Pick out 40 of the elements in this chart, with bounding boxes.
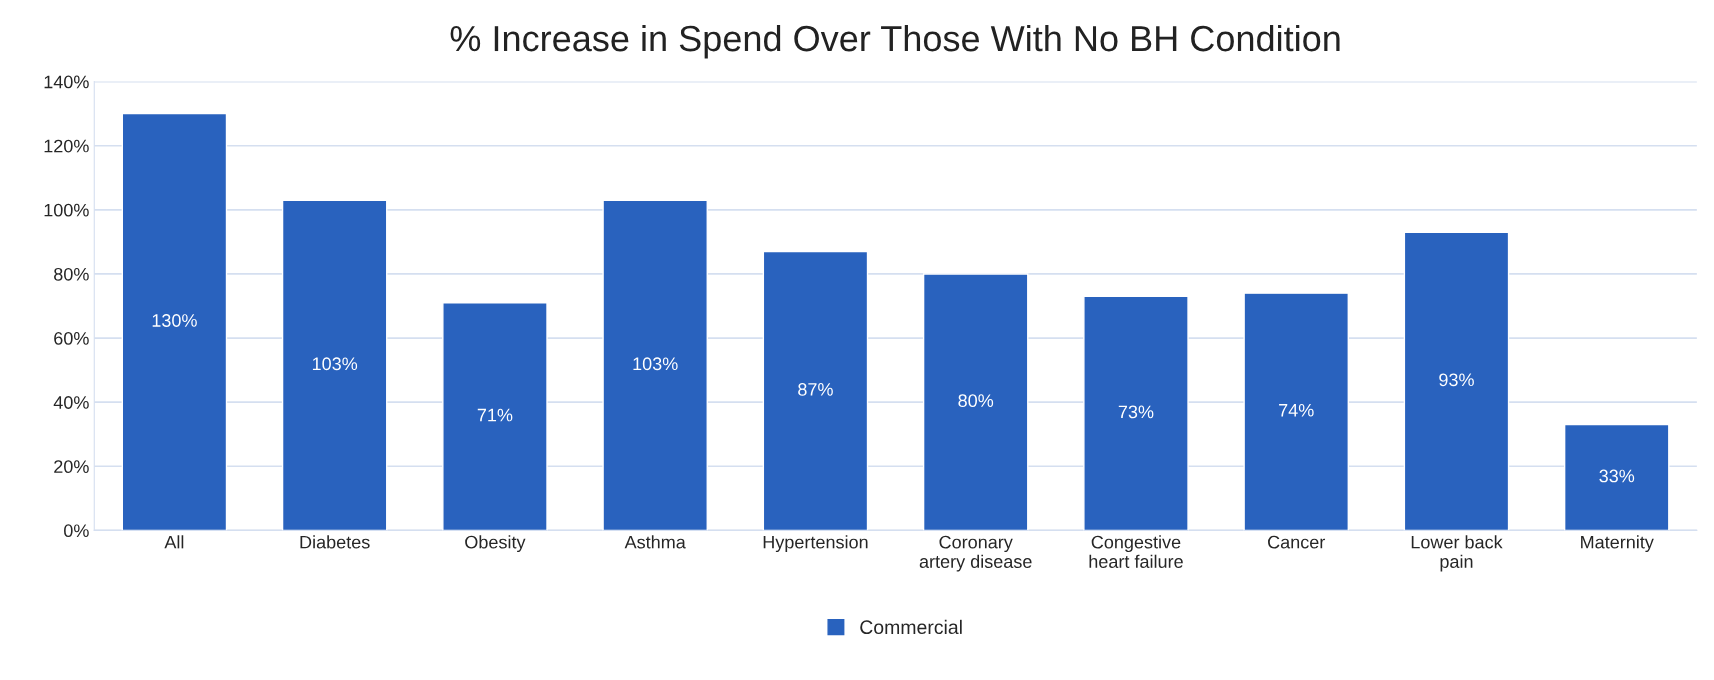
bar <box>762 250 869 531</box>
x-tick-label: Coronary artery disease <box>919 535 1032 572</box>
x-tick-label: Cancer <box>1268 535 1326 549</box>
bar <box>121 112 228 531</box>
y-tick-label: 100% <box>44 203 89 217</box>
bar <box>922 273 1029 531</box>
data-label: 74% <box>1279 403 1314 417</box>
y-tick-label: 60% <box>54 331 89 345</box>
bar <box>1563 423 1670 531</box>
data-label: 103% <box>633 357 678 371</box>
data-label: 87% <box>798 383 833 396</box>
data-label: 130% <box>152 314 197 327</box>
data-label: 103% <box>312 357 358 371</box>
y-tick-label: 40% <box>53 396 89 409</box>
data-label: 93% <box>1439 373 1474 387</box>
x-tick-label: Congestive heart failure <box>1089 535 1183 568</box>
y-tick-label: 140% <box>44 75 89 89</box>
x-tick-label: Lower back pain <box>1411 535 1503 572</box>
y-tick-label: 80% <box>54 267 89 281</box>
y-tick-label: 120% <box>44 139 89 153</box>
x-tick-label: All <box>164 535 184 549</box>
legend-label: Commercial <box>860 619 962 635</box>
x-tick-label: Asthma <box>624 535 686 549</box>
data-label: 73% <box>1118 405 1154 419</box>
bar <box>1083 295 1189 531</box>
data-label: 71% <box>477 408 513 422</box>
x-tick-label: Diabetes <box>300 535 370 549</box>
bar <box>1403 231 1510 531</box>
bar <box>1243 292 1349 531</box>
x-tick-label: Maternity <box>1581 535 1654 553</box>
data-label: 80% <box>958 394 994 408</box>
chart-title: % Increase in Spend Over Those With No BH Condition <box>450 24 1340 59</box>
y-tick-label: 0% <box>64 524 89 538</box>
y-tick-label: 20% <box>54 460 89 474</box>
data-label: 33% <box>1599 469 1635 483</box>
x-tick-label: Obesity <box>465 535 526 553</box>
bar <box>281 199 388 531</box>
bar <box>602 199 708 531</box>
x-tick-label: Hypertension <box>763 535 868 553</box>
bar <box>442 302 548 531</box>
